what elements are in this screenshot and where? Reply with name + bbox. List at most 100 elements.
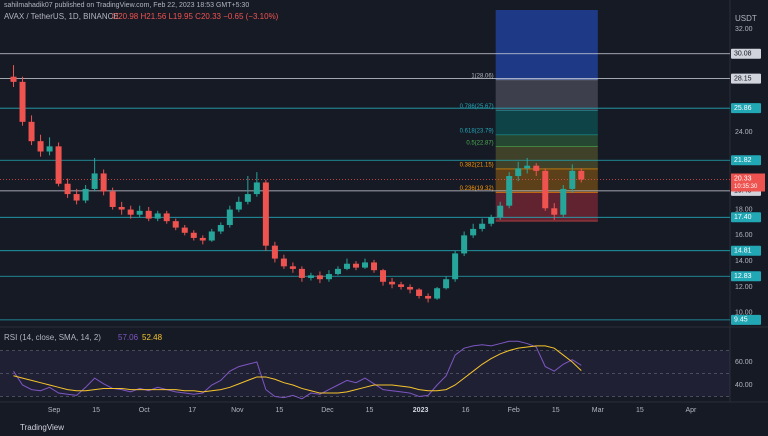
rsi-tick-label: 40.00 [735,382,753,389]
level-label: 12.83 [734,273,752,280]
y-tick-label: 32.00 [735,26,753,33]
candle-body [118,206,125,210]
rsi-line [13,340,582,400]
rsi-title: RSI (14, close, SMA, 14, 2) [4,333,101,342]
candle-body [452,253,459,280]
level-label: 25.86 [734,105,752,112]
x-tick-label: Nov [231,407,244,414]
candle-body [560,188,567,215]
candle-body [352,263,359,268]
candle-body [371,262,378,271]
candle-body [163,213,170,222]
candle-body [542,170,549,209]
candle-body [307,275,314,278]
x-tick-label: Dec [321,407,334,414]
header: sahilmahadik07 published on TradingView.… [4,2,249,9]
rsi-value: 57.06 [118,333,139,342]
fib-band [495,79,598,111]
y-tick-label: 12.00 [735,284,753,291]
x-tick-label: 2023 [413,407,429,414]
candle-body [100,173,107,192]
fib-band [495,10,598,80]
candle-body [488,217,495,224]
candle-body [253,182,260,195]
candle-body [145,210,152,219]
candle-body [533,165,540,171]
fib-band [495,110,598,135]
candle-body [226,209,233,226]
candle-body [37,141,44,152]
candle-body [434,288,441,299]
candle-body [109,191,116,207]
candle-body [262,182,269,246]
candle-body [217,225,224,232]
level-label: 28.15 [734,75,752,82]
candle-body [361,262,369,268]
unit: USDT [735,14,757,23]
candle-body [199,237,206,241]
candle-body [181,227,188,233]
level-tag [731,271,761,282]
level-label: 9.45 [734,317,748,324]
level-label: 30.08 [734,51,752,58]
candle-body [578,170,585,180]
fib-band [495,146,598,169]
candle-body [208,231,215,241]
candle-body [235,201,242,210]
candle-body [244,194,251,202]
candle-body [325,274,332,280]
candle-body [28,121,35,142]
candle-body [46,146,53,152]
x-tick-label: 17 [188,407,196,414]
level-tag [731,48,761,59]
rsi-line [13,345,582,394]
level-label: 14.81 [734,248,752,255]
candle-body [569,170,576,189]
x-tick-label: Mar [592,407,605,414]
y-tick-label: 16.00 [735,232,753,239]
rsi-tick-label: 60.00 [735,359,753,366]
y-tick-label: 18.00 [735,206,753,213]
candle-body [136,210,143,215]
x-tick-label: 15 [366,407,374,414]
candle-body [479,223,486,229]
candle-body [19,81,26,122]
x-tick-label: Oct [139,407,150,414]
level-tag [731,314,761,325]
candle-body [515,168,522,177]
fib-label: 0.5(22.87) [466,140,493,146]
level-label: 17.40 [734,214,752,221]
candle-body [334,268,341,275]
candle-body [380,270,387,282]
x-tick-label: 15 [636,407,644,414]
candle-body [497,205,504,218]
candle-body [82,188,89,201]
x-tick-label: 15 [275,407,283,414]
x-tick-label: 15 [92,407,100,414]
x-tick-label: Sep [48,407,61,414]
candle-body [172,221,179,228]
x-tick-label: Feb [508,407,520,414]
candle-body [389,281,396,285]
candle-body [55,146,62,184]
fib-label: 0.618(23.79) [460,128,494,134]
chart-title: AVAX / TetherUS, 1D, BINANCE [4,12,119,21]
x-tick-label: 15 [552,407,560,414]
candle-body [73,194,80,201]
candle-body [10,76,17,82]
countdown: 10:35:30 [734,184,758,190]
candle-body [524,165,531,169]
candle-body [91,173,98,189]
candle-body [398,284,405,287]
level-tag [731,155,761,166]
level-tag [731,103,761,114]
candle-body [461,235,468,254]
level-tag [731,212,761,223]
level-tag [731,73,761,84]
candle-body [506,176,513,206]
level-label: 21.82 [734,157,752,164]
y-tick-label: 10.00 [735,310,753,317]
candle-body [280,258,287,267]
